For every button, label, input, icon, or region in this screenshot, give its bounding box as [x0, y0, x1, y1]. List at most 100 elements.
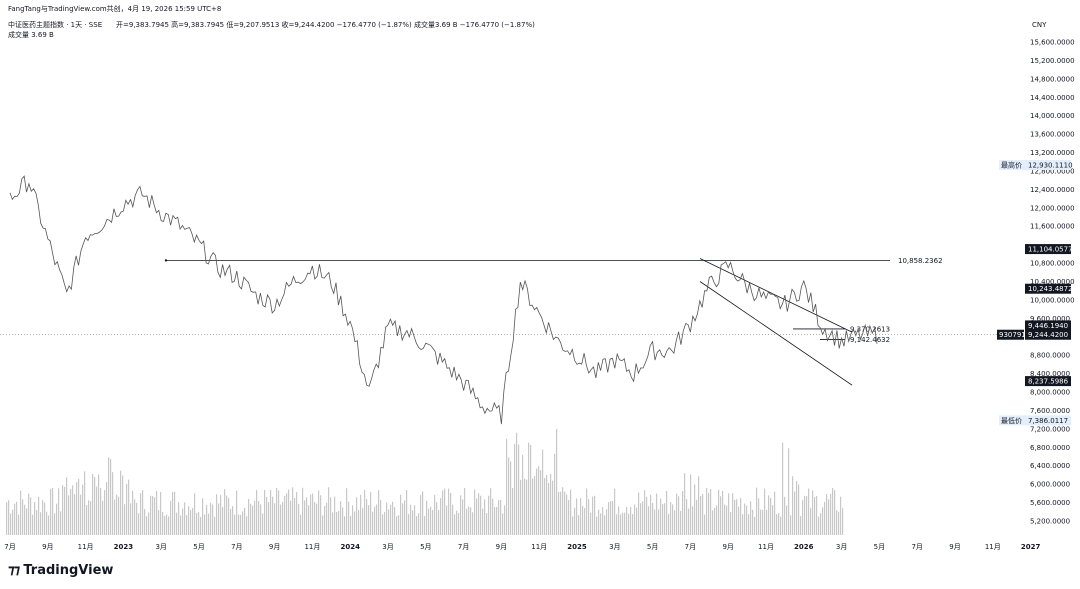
volume-bar — [250, 503, 252, 535]
volume-bar — [812, 490, 814, 535]
volume-bar — [302, 487, 304, 535]
volume-bar — [80, 494, 82, 535]
level-a-tag-bg — [1025, 283, 1071, 294]
volume-bar — [474, 489, 476, 535]
volume-bar — [182, 508, 184, 535]
channel-lower-line[interactable] — [699, 281, 853, 386]
resistance-anchor[interactable] — [164, 259, 168, 262]
volume-bar — [638, 492, 640, 535]
volume-bar — [44, 502, 46, 535]
volume-bar — [438, 510, 440, 535]
volume-bar — [616, 514, 618, 535]
volume-bar — [800, 516, 802, 535]
volume-bar — [198, 512, 200, 535]
volume-bar — [696, 499, 698, 535]
volume-bar — [492, 498, 494, 535]
volume-bar — [842, 508, 844, 535]
volume-bar — [378, 490, 380, 535]
resistance-label: 10,858.2362 — [898, 257, 943, 265]
volume-bar — [428, 508, 430, 535]
volume-bar — [102, 500, 104, 535]
volume-bar — [828, 499, 830, 535]
volume-bar — [350, 515, 352, 535]
volume-bar — [732, 493, 734, 535]
low-marker-bg — [999, 415, 1071, 426]
time-tick-label: 9月 — [722, 543, 733, 551]
time-tick-label: 2024 — [340, 543, 360, 551]
volume-bar — [66, 477, 68, 535]
channel-upper-line[interactable] — [699, 258, 853, 333]
volume-bar — [432, 510, 434, 535]
volume-bar — [414, 505, 416, 535]
volume-bar — [490, 488, 492, 535]
volume-bar — [532, 478, 534, 535]
volume-bar — [690, 474, 692, 535]
volume-bar — [92, 473, 94, 535]
last-price-tag: 9,244.4200 — [1028, 331, 1068, 339]
volume-bar — [818, 516, 820, 535]
volume-bar — [374, 506, 376, 535]
volume-bar — [646, 496, 648, 535]
volume-bar — [78, 478, 80, 535]
channel-lower-tag: 8,237.5986 — [1028, 378, 1069, 386]
volume-bar — [150, 495, 152, 535]
high-marker-value: 12,930.1110 — [1028, 161, 1073, 169]
volume-bar — [612, 501, 614, 535]
price-tick-label: 6,400.0000 — [1030, 462, 1070, 470]
volume-bar — [708, 493, 710, 535]
drawings[interactable]: 10,858.2362 9,370.2613 9,142.4632 — [0, 257, 1024, 386]
volume-bar — [528, 442, 530, 535]
price-tick-label: 14,800.0000 — [1030, 75, 1075, 83]
volume-bar — [488, 495, 490, 535]
volume-bar — [210, 502, 212, 535]
symbol-title[interactable]: 中证医药主题指数 · 1天 · SSE — [8, 21, 103, 29]
volume-bar — [342, 507, 344, 535]
volume-bar — [166, 514, 168, 535]
volume-bar — [160, 492, 162, 535]
volume-bar — [206, 504, 208, 535]
time-tick-label: 7月 — [231, 543, 242, 551]
volume-bar — [346, 488, 348, 535]
price-tick-label: 8,800.0000 — [1030, 352, 1070, 360]
volume-bar — [400, 494, 402, 535]
volume-bar — [410, 504, 412, 535]
volume-bar — [558, 491, 560, 535]
volume-bar — [622, 512, 624, 535]
volume-bar — [22, 499, 24, 535]
volume-bar — [738, 506, 740, 535]
high-marker-bg — [999, 159, 1071, 170]
volume-bar — [588, 499, 590, 535]
volume-bar — [796, 480, 798, 535]
volume-bar — [270, 489, 272, 535]
volume-bar — [572, 516, 574, 535]
volume-bar — [260, 504, 262, 535]
volume-bar — [496, 506, 498, 535]
volume-bar — [618, 506, 620, 535]
volume-bar — [570, 489, 572, 535]
tradingview-logo[interactable]: ⁊⁊ TradingView — [8, 563, 113, 578]
volume-bar — [188, 506, 190, 535]
volume-bar — [636, 507, 638, 535]
volume-bar — [602, 507, 604, 535]
volume-bar — [686, 499, 688, 535]
volume-bar — [276, 487, 278, 535]
volume-bar — [184, 502, 186, 535]
volume-bar — [802, 500, 804, 535]
volume-bar — [298, 503, 300, 535]
volume-bar — [176, 512, 178, 535]
time-tick-label: 2026 — [794, 543, 814, 551]
volume-bar — [16, 501, 18, 535]
volume-bar — [596, 516, 598, 535]
volume-bar — [582, 505, 584, 535]
time-axis[interactable]: 7月 9月 11月 2023 3月 5月 7月 9月 11月 2024 3月 5月 7月 9月 11月 202… — [4, 543, 1040, 551]
volume-bar — [312, 493, 314, 535]
price-tick-label: 14,000.0000 — [1030, 112, 1075, 120]
volume-bar — [236, 490, 238, 535]
volume-bar — [590, 512, 592, 535]
volume-bar — [174, 491, 176, 535]
price-axis[interactable]: 15,600.0000 15,200.0000 14,800.0000 14,400.… — [1030, 39, 1075, 526]
volume-bar — [500, 499, 502, 535]
volume-bar — [190, 510, 192, 535]
volume-bar — [442, 490, 444, 535]
